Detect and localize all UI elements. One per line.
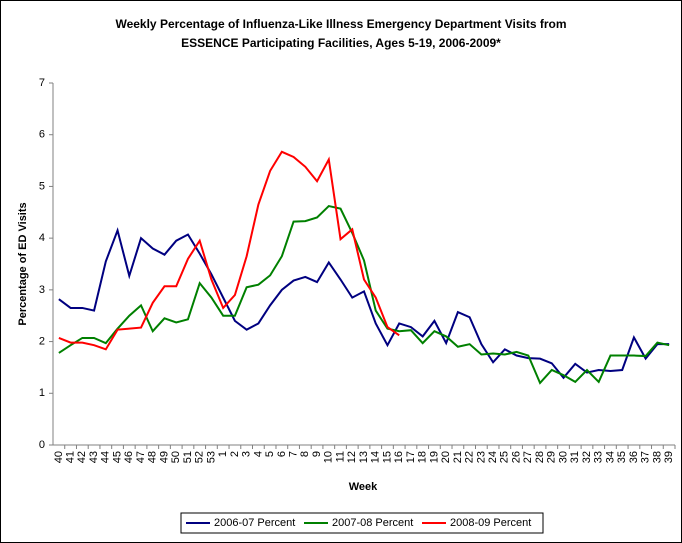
x-tick-label: 37 [640,451,652,463]
x-tick-label: 39 [663,451,675,463]
x-tick-label: 27 [522,451,534,463]
x-tick-label: 8 [299,451,311,457]
x-tick-label: 45 [111,451,123,463]
legend-label: 2008-09 Percent [450,517,531,529]
x-axis-label: Week [349,481,378,493]
x-tick-label: 15 [381,451,393,463]
x-tick-label: 33 [593,451,605,463]
x-tick-label: 38 [651,451,663,463]
x-tick-label: 16 [393,451,405,463]
x-tick-label: 42 [76,451,88,463]
x-tick-label: 29 [546,451,558,463]
x-tick-label: 14 [370,451,382,463]
y-tick-label: 0 [39,439,45,451]
x-tick-label: 6 [276,451,288,457]
x-tick-label: 43 [88,451,100,463]
y-tick-label: 2 [39,335,45,347]
x-tick-label: 25 [499,451,511,463]
series-line [58,150,400,351]
y-tick-label: 6 [39,129,45,141]
y-tick-label: 1 [39,387,45,399]
y-tick-label: 3 [39,284,45,296]
x-tick-label: 10 [323,451,335,463]
series-line [58,204,670,385]
x-tick-label: 35 [616,451,628,463]
legend-label: 2007-08 Percent [332,517,413,529]
x-tick-label: 21 [452,451,464,463]
legend-box [180,512,544,534]
x-tick-label: 23 [475,451,487,463]
x-tick-label: 5 [264,451,276,457]
x-tick-label: 52 [194,451,206,463]
x-tick-label: 48 [147,451,159,463]
x-tick-label: 31 [569,451,581,463]
x-tick-label: 7 [287,451,299,457]
x-tick-label: 11 [334,451,346,462]
y-tick-label: 7 [39,77,45,89]
x-tick-label: 44 [100,451,112,463]
y-tick-label: 4 [39,232,45,244]
x-tick-label: 19 [428,451,440,463]
x-tick-label: 32 [581,451,593,463]
x-tick-label: 28 [534,451,546,463]
x-tick-label: 9 [311,451,323,457]
x-tick-label: 17 [405,451,417,463]
x-tick-label: 34 [604,451,616,463]
x-tick-label: 46 [123,451,135,463]
x-tick-label: 36 [628,451,640,463]
x-tick-label: 51 [182,451,194,463]
y-tick-label: 5 [39,180,45,192]
x-tick-label: 30 [557,451,569,463]
x-tick-label: 13 [358,451,370,463]
y-axis-label: Percentage of ED Visits [17,202,29,325]
x-tick-label: 22 [464,451,476,463]
x-tick-label: 3 [241,451,253,457]
x-tick-label: 47 [135,451,147,463]
x-tick-label: 24 [487,451,499,463]
x-tick-label: 40 [53,451,65,463]
x-tick-label: 18 [417,451,429,463]
x-tick-label: 12 [346,451,358,463]
x-tick-label: 53 [205,451,217,463]
x-tick-label: 26 [510,451,522,463]
x-tick-label: 49 [158,451,170,463]
chart-title: Weekly Percentage of Influenza-Like Illn… [115,17,567,50]
x-tick-label: 4 [252,451,264,457]
x-tick-label: 1 [217,451,229,457]
series-line [58,227,670,380]
x-tick-label: 2 [229,451,241,457]
x-tick-label: 41 [65,451,77,463]
legend-label: 2006-07 Percent [214,517,295,529]
x-tick-label: 50 [170,451,182,463]
x-tick-label: 20 [440,451,452,463]
